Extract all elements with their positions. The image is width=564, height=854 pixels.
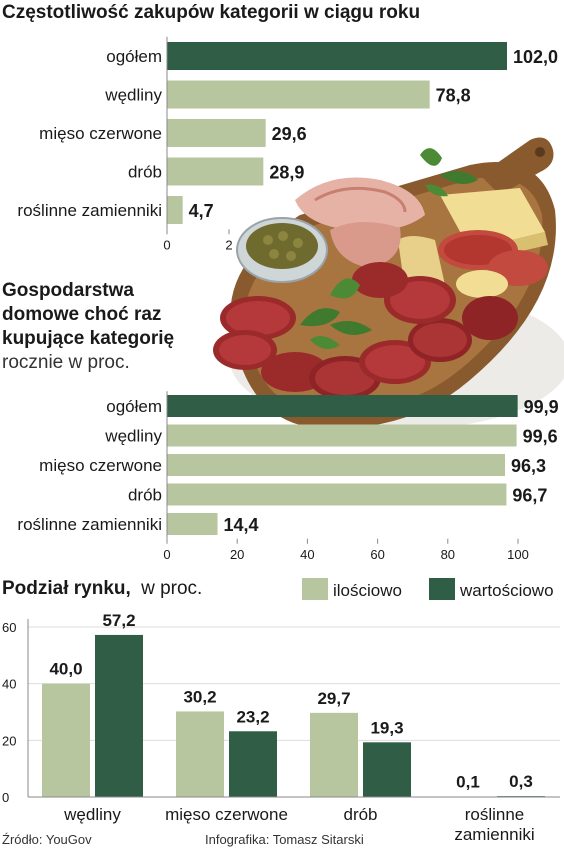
category-label: mięso czerwone xyxy=(39,124,162,143)
value-label: 0,1 xyxy=(456,773,480,792)
tick-label: 40 xyxy=(300,547,314,562)
category-label: mięso czerwone xyxy=(39,456,162,475)
value-label: 14,4 xyxy=(224,515,259,535)
chart3-title-main: Podział rynku, xyxy=(2,578,131,599)
category-label: roślinne zamienniki xyxy=(17,515,162,534)
value-label: 96,7 xyxy=(512,486,547,506)
value-label: 78,8 xyxy=(436,86,471,106)
category-label: ogółem xyxy=(106,397,162,416)
legend-swatch-wartosciowo xyxy=(429,578,455,600)
bar-4 xyxy=(167,513,218,535)
tick-label: 80 xyxy=(441,547,455,562)
value-label: 99,6 xyxy=(523,427,558,447)
category-label: ogółem xyxy=(106,47,162,66)
x-category-label: drób xyxy=(343,805,377,824)
infographic-credit: Infografika: Tomasz Sitarski xyxy=(205,832,364,847)
value-label: 96,3 xyxy=(511,456,546,476)
household-penetration-chart: ogółem 99,9 wędliny 99,6 mięso czerwone 96,3 d… xyxy=(17,391,559,562)
market-share-chart: 0 20 40 60 40,0 57,2 wędliny 30,2 23,2 mięso czer… xyxy=(2,611,560,844)
purchase-frequency-chart: ogółem 102,0 wędliny 78,8 mięso czerwone 29,6… xyxy=(17,36,558,252)
tick-label: 2 xyxy=(225,237,232,252)
category-label: roślinne zamienniki xyxy=(17,201,162,220)
bar-2 xyxy=(167,119,266,147)
value-label: 19,3 xyxy=(370,718,403,737)
chart3-title: Podział rynku, w proc. xyxy=(2,578,202,599)
bar-ilościowo-2 xyxy=(310,712,358,797)
tick-label: 0 xyxy=(163,547,170,562)
category-label: drób xyxy=(128,486,162,505)
charcuterie-board-illustration xyxy=(213,137,564,430)
category-label: wędliny xyxy=(104,427,162,446)
legend-label-wartosciowo: wartościowo xyxy=(459,581,554,600)
category-label: drób xyxy=(128,163,162,182)
bar-wartościowo-0 xyxy=(95,634,143,797)
bar-0 xyxy=(167,395,518,417)
bar-0 xyxy=(167,42,507,70)
category-label: wędliny xyxy=(104,86,162,105)
chart3-legend: ilościowo wartościowo xyxy=(302,578,554,600)
tick-label: 60 xyxy=(370,547,384,562)
chart2-title-line1: Gospodarstwa xyxy=(2,280,134,301)
value-label: 29,6 xyxy=(272,124,307,144)
value-label: 0,3 xyxy=(509,772,533,791)
y-tick-label: 40 xyxy=(2,677,16,692)
value-label: 28,9 xyxy=(269,163,304,183)
bar-ilościowo-0 xyxy=(42,683,90,797)
bar-1 xyxy=(167,80,430,109)
value-label: 30,2 xyxy=(183,687,216,706)
x-category-label: roślinne xyxy=(465,805,525,824)
tick-label: 100 xyxy=(507,547,529,562)
chart1-title: Częstotliwość zakupów kategorii w ciągu … xyxy=(2,2,420,23)
value-label: 4,7 xyxy=(189,201,214,221)
value-label: 29,7 xyxy=(317,689,350,708)
value-label: 23,2 xyxy=(236,707,269,726)
tick-label: 0 xyxy=(163,237,170,252)
y-tick-label: 20 xyxy=(2,733,16,748)
bar-wartościowo-2 xyxy=(363,742,411,797)
bar-wartościowo-1 xyxy=(229,731,277,797)
chart2-title-line2: domowe choć raz xyxy=(2,304,161,325)
bar-3 xyxy=(167,483,507,506)
chart2-title-line3: kupujące kategorię xyxy=(2,328,174,349)
x-category-label: mięso czerwone xyxy=(165,805,288,824)
y-tick-label: 0 xyxy=(2,790,9,805)
tick-label: 20 xyxy=(230,547,244,562)
value-label: 99,9 xyxy=(524,397,559,417)
bar-1 xyxy=(167,424,517,447)
value-label: 57,2 xyxy=(102,611,135,630)
bar-4 xyxy=(167,196,183,224)
x-category-label: wędliny xyxy=(63,805,121,824)
bar-2 xyxy=(167,454,506,476)
y-tick-label: 60 xyxy=(2,620,16,635)
value-label: 102,0 xyxy=(513,47,558,67)
source-note: Źródło: YouGov xyxy=(2,832,92,847)
legend-label-ilosciowo: ilościowo xyxy=(333,581,402,600)
chart2-subtitle: rocznie w proc. xyxy=(2,352,130,373)
bar-3 xyxy=(167,157,264,186)
chart3-title-unit: w proc. xyxy=(140,578,202,599)
legend-swatch-ilosciowo xyxy=(302,578,328,600)
value-label: 40,0 xyxy=(49,660,82,679)
x-category-label: zamienniki xyxy=(454,825,534,844)
bar-ilościowo-1 xyxy=(176,711,224,797)
